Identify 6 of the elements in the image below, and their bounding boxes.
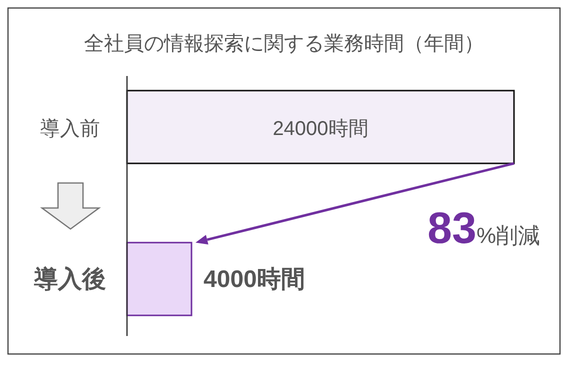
data-label: 24000時間 <box>272 118 368 140</box>
chart-title: 全社員の情報探索に関する業務時間（年間） <box>84 33 484 55</box>
y-tick-label: 導入前 <box>40 118 100 140</box>
y-tick-label: 導入後 <box>33 266 106 293</box>
data-label: 4000時間 <box>204 266 305 293</box>
annotation: 83%削減 <box>427 204 540 253</box>
